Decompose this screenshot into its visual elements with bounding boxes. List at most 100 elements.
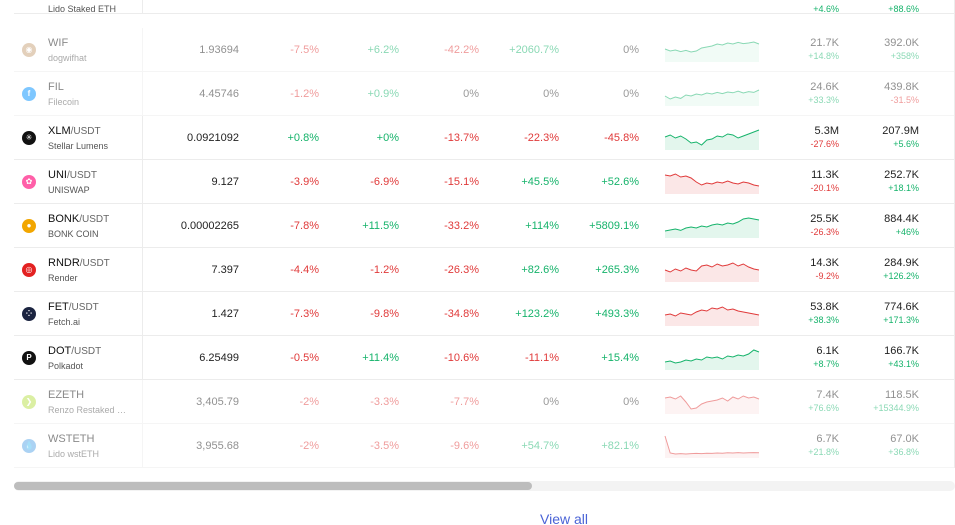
table-row[interactable]: 💧 WSTETH Lido wstETH 3,955.68 -2% -3.5% -9.…: [14, 424, 954, 468]
pair-symbol[interactable]: EZETH: [48, 388, 130, 403]
pair-symbol[interactable]: FIL: [48, 80, 79, 95]
coin-symbol: BONK: [48, 213, 80, 225]
change-90d: 0%: [623, 44, 639, 56]
change-24h: +11.5%: [362, 220, 399, 232]
coin-symbol: WSTETH: [48, 433, 95, 445]
market-cap-change: +18.1%: [888, 183, 919, 193]
volume-cell: 53.8K +38.3%: [808, 301, 839, 326]
table-row[interactable]: ◎ RNDR/USDT Render 7.397 -4.4% -1.2% -26.3%…: [14, 248, 954, 292]
column-divider: [142, 380, 143, 424]
table-row[interactable]: ❯ EZETH Renzo Restaked E... 3,405.79 -2% -…: [14, 380, 954, 424]
pair-symbol[interactable]: WSTETH: [48, 432, 99, 447]
scrollbar-thumb[interactable]: [14, 482, 532, 490]
change-90d: 0%: [623, 88, 639, 100]
sparkline-line: [664, 306, 760, 317]
name-block: EZETH Renzo Restaked E...: [48, 388, 130, 416]
column-divider: [142, 0, 143, 14]
volume-value: 53.8K: [810, 301, 839, 313]
change-7d: -26.3%: [444, 264, 479, 276]
price-sparkline: [664, 173, 760, 194]
change-1h: -7.8%: [290, 220, 319, 232]
volume-cell: 7.4K +76.6%: [808, 389, 839, 414]
change-30d: 0%: [543, 88, 559, 100]
table-row[interactable]: ✿ UNI/USDT UNISWAP 9.127 -3.9% -6.9% -15.1%…: [14, 160, 954, 204]
column-divider: [142, 204, 143, 248]
change-24h: -1.2%: [370, 264, 399, 276]
volume-change: -20.1%: [810, 183, 839, 193]
market-cap-cell: 207.9M +5.6%: [882, 125, 919, 150]
volume-change: -26.3%: [810, 227, 839, 237]
sparkline-line: [664, 349, 760, 364]
change-24h: -3.5%: [370, 440, 399, 452]
market-cap-cell: 884.4K +46%: [884, 213, 919, 238]
market-cap-change: +46%: [895, 227, 919, 237]
change-1h: -2%: [299, 440, 319, 452]
price-sparkline: [664, 395, 760, 414]
table-row[interactable]: ● BONK/USDT BONK COIN 0.00002265 -7.8% +11…: [14, 204, 954, 248]
table-row[interactable]: ⁘ FET/USDT Fetch.ai 1.427 -7.3% -9.8% -34.8…: [14, 292, 954, 336]
market-cap-value: 439.8K: [884, 81, 919, 93]
volume-change: +14.8%: [808, 51, 839, 61]
pair-symbol[interactable]: WIF: [48, 36, 87, 51]
pair-symbol[interactable]: BONK/USDT: [48, 212, 109, 227]
market-cap-value: 67.0K: [890, 433, 919, 445]
change-30d: -11.1%: [524, 352, 559, 364]
table-row[interactable]: ✳ XLM/USDT Stellar Lumens 0.0921092 +0.8%…: [14, 116, 954, 160]
change-30d: 0%: [543, 396, 559, 408]
sparkline-area: [665, 350, 759, 370]
coin-logo-icon: ●: [22, 219, 36, 233]
change-1h: -1.2%: [290, 88, 319, 100]
sparkline-line: [664, 41, 760, 53]
horizontal-scrollbar[interactable]: [14, 481, 955, 491]
coin-logo-icon: ◉: [22, 43, 36, 57]
coin-full-name: Fetch.ai: [48, 317, 81, 327]
change-90d: +82.1%: [601, 440, 639, 452]
coin-logo-icon: P: [22, 351, 36, 365]
volume-cell: 21.7K +14.8%: [808, 37, 839, 62]
column-divider: [142, 292, 143, 336]
pair-symbol[interactable]: UNI/USDT: [48, 168, 97, 183]
volume-cell: 24.6K +33.3%: [808, 81, 839, 106]
coin-symbol: XLM: [48, 125, 71, 137]
pair-symbol[interactable]: XLM/USDT: [48, 124, 108, 139]
volume-change: +4.6%: [813, 4, 839, 14]
price: 1.93694: [199, 44, 239, 56]
market-cap-value: 392.0K: [884, 37, 919, 49]
change-90d: 0%: [623, 396, 639, 408]
quote-currency: /USDT: [70, 126, 101, 137]
table-row[interactable]: ◉ WIF dogwifhat 1.93694 -7.5% +6.2% -42.2% +…: [14, 28, 954, 72]
change-24h: -9.8%: [370, 308, 399, 320]
table-row[interactable]: f FIL Filecoin 4.45746 -1.2% +0.9% 0% 0% 0% 2…: [14, 72, 954, 116]
quote-currency: /USDT: [68, 302, 99, 313]
change-7d: -13.7%: [444, 132, 479, 144]
market-cap-cell: 67.0K +36.8%: [888, 433, 919, 458]
volume-change: -27.6%: [810, 139, 839, 149]
market-cap-change: +358%: [890, 51, 919, 61]
pair-symbol[interactable]: DOT/USDT: [48, 344, 101, 359]
change-30d: +45.5%: [521, 176, 559, 188]
table-row[interactable]: P DOT/USDT Polkadot 6.25499 -0.5% +11.4% -1…: [14, 336, 954, 380]
price: 0.00002265: [180, 220, 239, 232]
market-cap-change: -31.5%: [890, 95, 919, 105]
change-90d: +265.3%: [595, 264, 639, 276]
column-divider: [142, 28, 143, 72]
volume-cell: 25.5K -26.3%: [810, 213, 839, 238]
coin-logo-icon: ✿: [22, 175, 36, 189]
quote-currency: /USDT: [71, 346, 102, 357]
sparkline-area: [665, 218, 759, 238]
price: 1.427: [211, 308, 239, 320]
change-1h: -4.4%: [290, 264, 319, 276]
volume-change: +76.6%: [808, 403, 839, 413]
change-1h: -2%: [299, 396, 319, 408]
view-all-link[interactable]: View all: [540, 511, 588, 525]
change-7d: -9.6%: [450, 440, 479, 452]
pair-symbol[interactable]: FET/USDT: [48, 300, 99, 315]
change-1h: -0.5%: [290, 352, 319, 364]
sparkline-line: [664, 173, 760, 187]
sparkline-area: [665, 90, 759, 106]
change-24h: +0.9%: [367, 88, 400, 100]
change-1h: -7.5%: [290, 44, 319, 56]
name-block: Lido Staked ETH: [48, 3, 116, 15]
table-row-partial[interactable]: Lido Staked ETH +4.6% +88.6%: [14, 0, 954, 15]
pair-symbol[interactable]: RNDR/USDT: [48, 256, 110, 271]
